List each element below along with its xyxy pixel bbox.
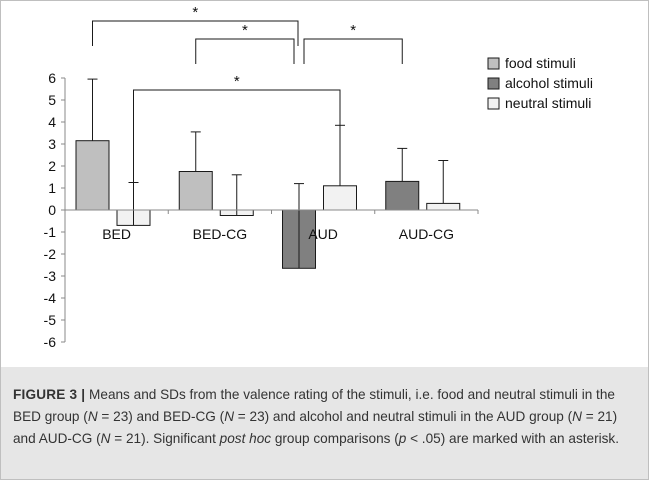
figure-caption: FIGURE 3 | Means and SDs from the valenc…	[13, 384, 638, 450]
caption-band	[1, 367, 648, 479]
caption-part: group comparisons (	[271, 431, 399, 446]
y-tick-label: 2	[48, 158, 56, 174]
bar	[323, 185, 357, 211]
bar	[178, 171, 213, 211]
y-tick-label: 3	[48, 136, 56, 152]
legend-label: neutral stimuli	[505, 95, 591, 111]
y-tick-label: 1	[48, 180, 56, 196]
significance-star: *	[242, 22, 248, 39]
y-tick-label: 4	[48, 114, 56, 130]
y-tick-label: -6	[44, 334, 57, 350]
bar	[385, 180, 420, 211]
significance-star: *	[234, 73, 240, 90]
significance-star: *	[192, 4, 198, 21]
caption-part: < .05) are marked with an asterisk.	[406, 431, 619, 446]
y-tick-label: -5	[44, 312, 57, 328]
bar-chart: 6 5 4 3 2 1 0 -1 -2 -3 -4 -5 -6 BED BED-CG AUD AUD-CG * * *…	[44, 4, 593, 350]
caption-part: Means and SDs from the valence rating of…	[13, 387, 615, 424]
caption-part: N	[572, 409, 582, 424]
legend-swatch	[487, 97, 500, 110]
legend-swatch	[487, 57, 500, 70]
x-tick-label: AUD	[308, 226, 338, 242]
significance-bracket	[92, 20, 299, 46]
caption-lead: FIGURE 3 |	[13, 387, 86, 402]
y-tick-label: 6	[48, 70, 56, 86]
caption-part: N	[87, 409, 98, 424]
x-tick-label: BED-CG	[193, 226, 247, 242]
significance-star: *	[350, 22, 356, 39]
x-tick-label: BED	[102, 226, 131, 242]
legend-swatch	[487, 77, 500, 90]
y-tick-label: 5	[48, 92, 56, 108]
y-tick-label: -4	[44, 290, 57, 306]
significance-bracket	[133, 89, 341, 183]
caption-body: Means and SDs from the valence rating of…	[13, 387, 619, 446]
bar	[75, 140, 110, 211]
legend-label: alcohol stimuli	[505, 75, 593, 91]
caption-part: = 23) and BED-CG (	[97, 409, 225, 424]
caption-part: N	[224, 409, 235, 424]
caption-part: = 21) and AUD-CG (	[13, 409, 618, 446]
caption-part: = 23) and alcohol and neutral stimuli in…	[234, 409, 573, 424]
y-tick-label: -1	[44, 224, 57, 240]
caption-part: N	[100, 431, 111, 446]
y-tick-label: -3	[44, 268, 57, 284]
y-tick-label: 0	[48, 202, 56, 218]
significance-bracket	[303, 38, 403, 64]
y-tick-label: -2	[44, 246, 57, 262]
caption-part: p	[398, 431, 407, 446]
caption-part: = 21). Significant	[110, 431, 220, 446]
significance-bracket	[195, 38, 295, 64]
x-tick-label: AUD-CG	[399, 226, 454, 242]
caption-part: post hoc	[219, 431, 272, 446]
legend-label: food stimuli	[505, 55, 576, 71]
bar	[426, 202, 461, 211]
